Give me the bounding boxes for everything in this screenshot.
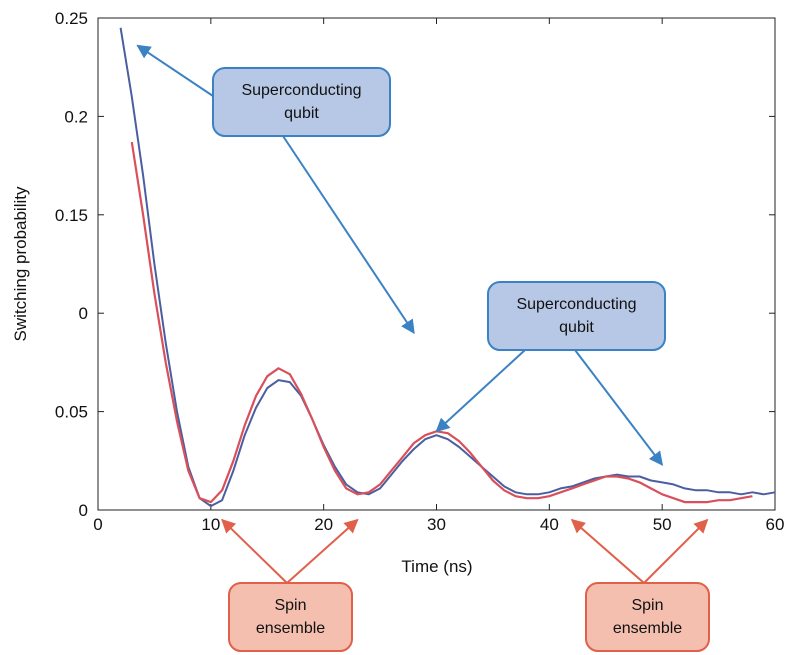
callout-box — [487, 281, 666, 351]
x-tick-label: 60 — [766, 515, 785, 534]
y-axis: 0 0.05 0 0.15 0.2 0.25 — [55, 9, 775, 520]
x-tick-label: 30 — [427, 515, 446, 534]
series-layer — [119, 27, 776, 508]
annotation-arrow — [574, 349, 664, 466]
measured-series-line — [119, 27, 776, 508]
annotation-arrow — [136, 44, 214, 97]
annotation-arrow — [570, 518, 645, 584]
callout-box — [228, 582, 353, 652]
annotation-arrow — [435, 349, 526, 433]
callout-text: ensemble — [613, 620, 682, 637]
callout-text: qubit — [284, 105, 319, 122]
y-tick-label: 0 — [79, 501, 88, 520]
x-axis-label: Time (ns) — [401, 557, 472, 576]
superconducting-qubit-callout: Superconducting qubit — [487, 281, 666, 351]
spin-ensemble-callout: Spin ensemble — [228, 582, 353, 652]
y-tick-label: 0.15 — [55, 206, 88, 225]
annotation-arrow — [286, 518, 359, 584]
callout-text: Superconducting — [516, 296, 636, 313]
annotation-arrow — [643, 518, 709, 584]
callout-text: Spin — [631, 597, 663, 614]
x-tick-label: 20 — [314, 515, 333, 534]
y-tick-label: 0 — [79, 304, 88, 323]
callout-box — [585, 582, 710, 652]
y-tick-label: 0.05 — [55, 403, 88, 422]
callout-text: Superconducting — [241, 82, 361, 99]
callout-box — [212, 67, 391, 137]
x-tick-label: 40 — [540, 515, 559, 534]
spin-ensemble-callout: Spin ensemble — [585, 582, 710, 652]
x-axis: 0 10 20 30 40 50 60 — [93, 18, 784, 534]
superconducting-qubit-callout: Superconducting qubit — [212, 67, 391, 137]
x-tick-label: 0 — [93, 515, 102, 534]
annotation-arrow — [282, 135, 415, 335]
annotation-layer: Superconducting qubit Superconducting qubit… — [136, 44, 710, 652]
y-tick-label: 0.2 — [64, 107, 88, 126]
annotation-arrow — [221, 518, 288, 584]
x-tick-label: 10 — [201, 515, 220, 534]
callout-text: qubit — [559, 319, 594, 336]
callout-text: ensemble — [256, 620, 325, 637]
y-tick-label: 0.25 — [55, 9, 88, 28]
x-tick-label: 50 — [653, 515, 672, 534]
fit-series-line — [130, 141, 753, 504]
y-axis-label: Switching probability — [11, 186, 30, 341]
callout-text: Spin — [274, 597, 306, 614]
